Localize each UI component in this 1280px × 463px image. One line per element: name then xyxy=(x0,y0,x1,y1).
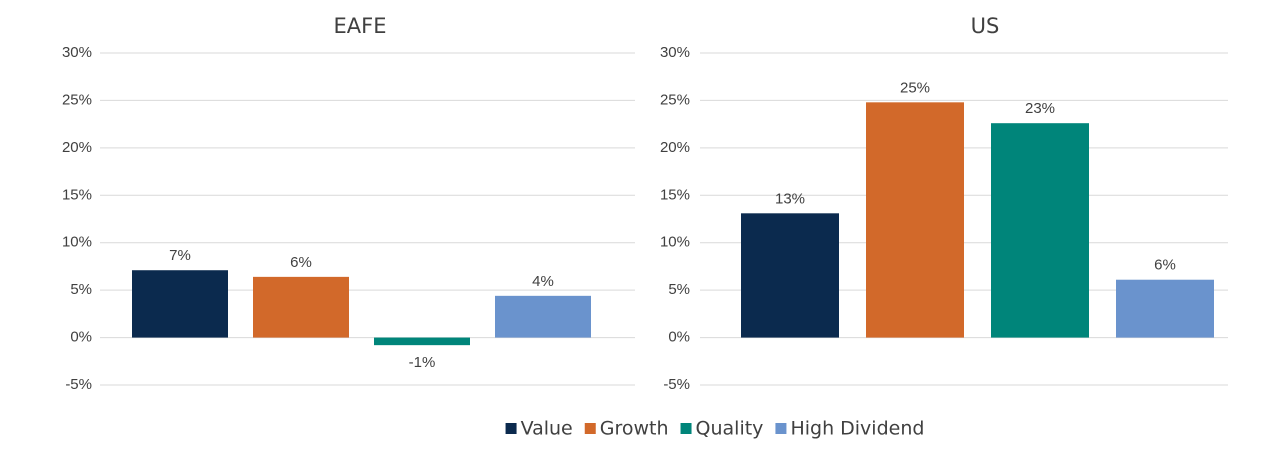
y-tick-label: 5% xyxy=(668,281,690,298)
bar xyxy=(1116,279,1214,338)
legend: Value Growth Quality High Dividend xyxy=(505,418,924,440)
data-label: 4% xyxy=(532,273,554,290)
y-tick-label: 20% xyxy=(660,139,690,156)
legend-swatch xyxy=(505,423,517,434)
legend-label: Quality xyxy=(696,418,764,440)
data-label: 6% xyxy=(290,254,312,271)
y-tick-label: 15% xyxy=(62,186,92,203)
y-tick-label: 30% xyxy=(660,44,690,61)
bar xyxy=(253,276,349,338)
bar xyxy=(741,213,839,338)
y-tick-label: 25% xyxy=(62,91,92,108)
bar xyxy=(495,295,591,338)
data-label: 25% xyxy=(900,79,930,96)
y-tick-label: 0% xyxy=(668,329,690,346)
legend-label: Value xyxy=(521,418,573,440)
bar xyxy=(991,123,1089,338)
y-tick-label: 30% xyxy=(62,44,92,61)
legend-label: High Dividend xyxy=(790,418,924,440)
y-tick-label: 0% xyxy=(70,329,92,346)
y-tick-label: 25% xyxy=(660,91,690,108)
chart-title: EAFE xyxy=(334,14,387,38)
chart-title: US xyxy=(971,14,1000,38)
y-tick-label: 10% xyxy=(62,234,92,251)
data-label: -1% xyxy=(409,354,436,371)
y-tick-label: 15% xyxy=(660,186,690,203)
bar xyxy=(132,270,228,338)
y-tick-label: -5% xyxy=(663,376,690,393)
data-label: 13% xyxy=(775,190,805,207)
bar xyxy=(866,102,964,338)
legend-swatch xyxy=(680,423,692,434)
bar xyxy=(374,337,470,346)
data-label: 23% xyxy=(1025,100,1055,117)
legend-swatch xyxy=(775,423,787,434)
data-label: 6% xyxy=(1154,257,1176,274)
y-tick-label: 20% xyxy=(62,139,92,156)
legend-label: Growth xyxy=(600,418,669,440)
y-tick-label: 5% xyxy=(70,281,92,298)
y-tick-label: 10% xyxy=(660,234,690,251)
legend-swatch xyxy=(584,423,596,434)
y-tick-label: -5% xyxy=(65,376,92,393)
data-label: 7% xyxy=(169,247,191,264)
